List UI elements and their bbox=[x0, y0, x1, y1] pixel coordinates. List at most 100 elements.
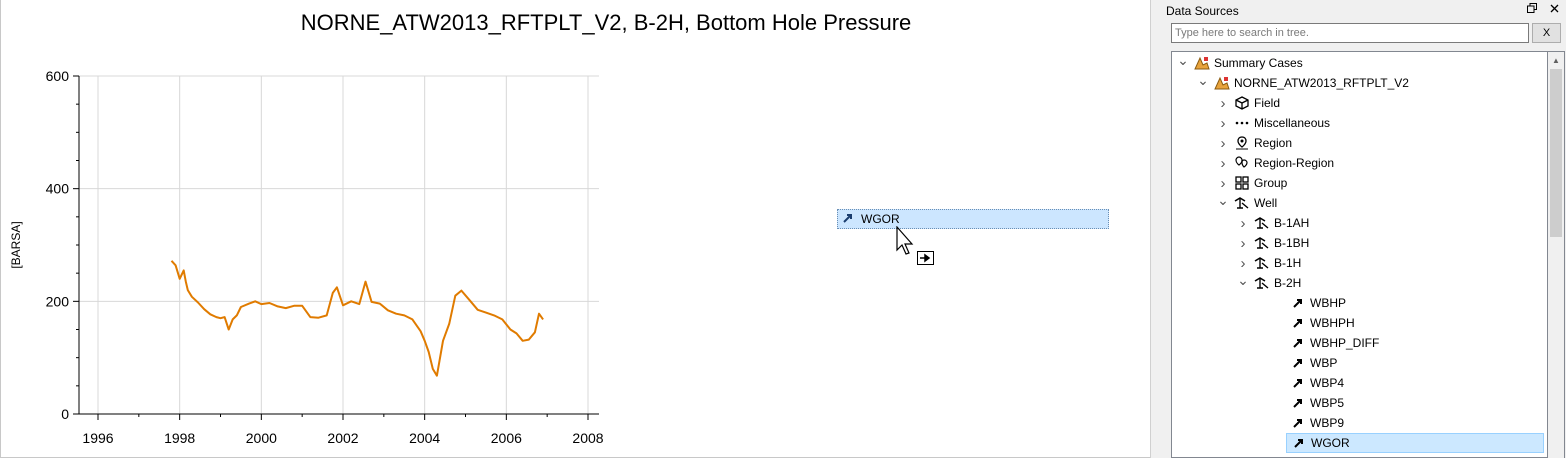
tree-item[interactable]: ⌄ Summary Cases bbox=[1176, 51, 1303, 73]
tree-item-label: Field bbox=[1254, 96, 1281, 110]
tree-item[interactable]: WGOR bbox=[1286, 433, 1544, 453]
y-axis-label: [BARSA] bbox=[9, 221, 23, 268]
tree-item[interactable]: WBHPH bbox=[1256, 313, 1355, 333]
tree-item[interactable]: › Region-Region bbox=[1216, 153, 1335, 173]
tree-item[interactable]: WBP4 bbox=[1256, 373, 1344, 393]
chevron-right-icon[interactable]: › bbox=[1220, 174, 1226, 192]
chevron-right-icon[interactable]: › bbox=[1240, 254, 1246, 272]
y-tick-label: 200 bbox=[46, 293, 70, 309]
tree-item-label: WBHPH bbox=[1310, 316, 1355, 330]
chevron-down-icon[interactable]: ⌄ bbox=[1177, 51, 1189, 68]
tree-item-label: Region-Region bbox=[1254, 156, 1335, 170]
float-window-icon[interactable] bbox=[1526, 1, 1538, 15]
expander-spacer bbox=[1256, 293, 1286, 313]
clear-search-button[interactable]: X bbox=[1532, 23, 1561, 43]
x-tick-label: 1998 bbox=[164, 430, 195, 446]
close-icon[interactable] bbox=[1548, 1, 1560, 15]
data-sources-title: Data Sources bbox=[1166, 4, 1239, 18]
tree-item[interactable]: WBP9 bbox=[1256, 413, 1344, 433]
arrow-ne-icon bbox=[842, 212, 854, 227]
chevron-right-icon[interactable]: › bbox=[1220, 134, 1226, 152]
well-icon bbox=[1254, 215, 1270, 231]
summary-case-icon bbox=[1214, 75, 1230, 91]
well-icon bbox=[1254, 235, 1270, 251]
well-icon bbox=[1254, 275, 1270, 291]
drag-chip-label: WGOR bbox=[861, 212, 900, 226]
plot-title: NORNE_ATW2013_RFTPLT_V2, B-2H, Bottom Ho… bbox=[300, 10, 912, 35]
bottom-hole-pressure-chart[interactable]: 1996 1998 2000 2002 2004 2006 2008 0 200 400 600 [B… bbox=[1, 0, 1151, 458]
vector-icon bbox=[1290, 395, 1306, 411]
panel-actions bbox=[1526, 1, 1560, 15]
tree-item[interactable]: ⌄ NORNE_ATW2013_RFTPLT_V2 bbox=[1196, 71, 1409, 93]
tree-item[interactable]: WBHP bbox=[1256, 293, 1346, 313]
tree-item[interactable]: › B-1AH bbox=[1236, 213, 1310, 233]
tree-search-input[interactable] bbox=[1171, 23, 1529, 43]
tree-item-label: WBP9 bbox=[1310, 416, 1345, 430]
chevron-down-icon[interactable]: ⌄ bbox=[1217, 191, 1229, 208]
expander-spacer bbox=[1256, 413, 1286, 433]
chevron-right-icon[interactable]: › bbox=[1220, 154, 1226, 172]
tree-item-label: B-1BH bbox=[1274, 236, 1310, 250]
chevron-right-icon[interactable]: › bbox=[1240, 214, 1246, 232]
x-tick-label: 2002 bbox=[327, 430, 358, 446]
tree-item[interactable]: › B-1H bbox=[1236, 253, 1302, 273]
vector-icon bbox=[1290, 355, 1306, 371]
data-sources-tree[interactable]: ⌄ Summary Cases ⌄ NORNE_ATW2013_RFTPLT_V2 › F… bbox=[1171, 51, 1548, 458]
plot-area[interactable]: 1996 1998 2000 2002 2004 2006 2008 0 200 400 600 [B… bbox=[0, 0, 1150, 458]
tree-item-label: WBP bbox=[1310, 356, 1338, 370]
tree-item[interactable]: › B-1BH bbox=[1236, 233, 1310, 253]
field-icon bbox=[1234, 95, 1250, 111]
chevron-right-icon[interactable]: › bbox=[1220, 114, 1226, 132]
x-tick-label: 1996 bbox=[82, 430, 113, 446]
tree-item[interactable]: WBP5 bbox=[1256, 393, 1344, 413]
scroll-thumb[interactable] bbox=[1550, 69, 1562, 237]
tree-item-label: WBHP_DIFF bbox=[1310, 336, 1380, 350]
expander-spacer bbox=[1256, 353, 1286, 373]
series-line bbox=[170, 260, 544, 377]
scroll-up-icon[interactable]: ▲ bbox=[1552, 55, 1560, 65]
tree-item-label: B-1H bbox=[1274, 256, 1302, 270]
tree-item[interactable]: › Field bbox=[1216, 93, 1281, 113]
vector-icon bbox=[1290, 415, 1306, 431]
tree-item[interactable]: › Miscellaneous bbox=[1216, 113, 1331, 133]
tree-item[interactable]: ⌄ Well bbox=[1216, 191, 1278, 213]
vector-icon bbox=[1290, 295, 1306, 311]
tree-item-label: WBHP bbox=[1310, 296, 1346, 310]
chevron-right-icon[interactable]: › bbox=[1220, 94, 1226, 112]
tree-item[interactable]: ⌄ B-2H bbox=[1236, 271, 1302, 293]
tree-item-label: WBP4 bbox=[1310, 376, 1345, 390]
y-tick-label: 600 bbox=[46, 68, 70, 84]
tree-item-label: Miscellaneous bbox=[1254, 116, 1331, 130]
tree-item-label: Well bbox=[1254, 196, 1278, 210]
tree-item[interactable]: WBP bbox=[1256, 353, 1337, 373]
tree-item-label: WGOR bbox=[1311, 436, 1350, 450]
x-tick-label: 2006 bbox=[491, 430, 522, 446]
drag-chip-wgor: WGOR bbox=[837, 209, 1109, 229]
tree-item[interactable]: › Region bbox=[1216, 133, 1293, 153]
chevron-down-icon[interactable]: ⌄ bbox=[1197, 71, 1209, 88]
data-sources-panel: Data Sources X ⌄ Summary Cases ⌄ NORNE_ATW2… bbox=[1150, 0, 1566, 458]
well-icon bbox=[1254, 255, 1270, 271]
tree-item-label: B-2H bbox=[1274, 276, 1302, 290]
summary-cases-icon bbox=[1194, 55, 1210, 71]
vector-icon bbox=[1291, 435, 1307, 451]
well-icon bbox=[1234, 195, 1250, 211]
vector-icon bbox=[1290, 315, 1306, 331]
vector-icon bbox=[1290, 375, 1306, 391]
expander-spacer bbox=[1256, 333, 1286, 353]
x-tick-label: 2008 bbox=[572, 430, 603, 446]
expander-spacer bbox=[1256, 313, 1286, 333]
tree-item-label: NORNE_ATW2013_RFTPLT_V2 bbox=[1234, 76, 1409, 90]
tree-item[interactable]: WBHP_DIFF bbox=[1256, 333, 1379, 353]
dots-icon bbox=[1234, 115, 1250, 131]
x-tick-label: 2004 bbox=[409, 430, 440, 446]
y-tick-label: 0 bbox=[61, 406, 69, 422]
tree-item-label: WBP5 bbox=[1310, 396, 1345, 410]
chevron-right-icon[interactable]: › bbox=[1240, 234, 1246, 252]
tree-item-label: Region bbox=[1254, 136, 1293, 150]
tree-item[interactable]: › Group bbox=[1216, 173, 1288, 193]
group-icon bbox=[1234, 175, 1250, 191]
chevron-down-icon[interactable]: ⌄ bbox=[1237, 271, 1249, 288]
y-tick-label: 400 bbox=[46, 181, 70, 197]
tree-scrollbar[interactable]: ▲ bbox=[1548, 51, 1565, 458]
